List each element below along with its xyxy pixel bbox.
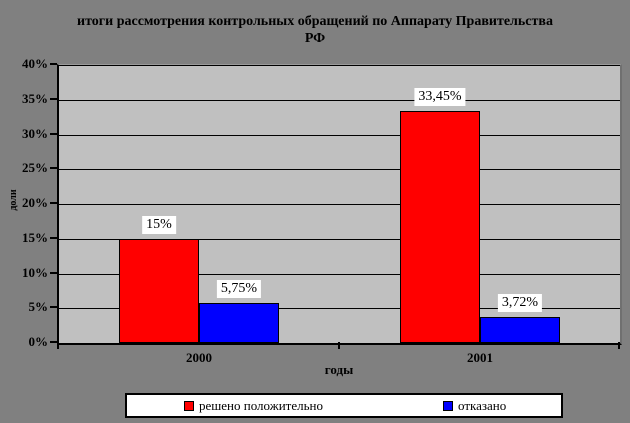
gridline	[59, 204, 620, 205]
y-axis-tick	[50, 202, 57, 204]
gridline	[59, 100, 620, 101]
y-axis-tick-label: 35%	[22, 91, 48, 106]
y-axis-tick	[50, 272, 57, 274]
gridline	[59, 308, 620, 309]
y-axis-tick	[50, 306, 57, 308]
y-axis-tick	[50, 167, 57, 169]
bar-2001-series1	[480, 317, 560, 343]
gridline	[59, 65, 620, 66]
y-axis-tick-label: 30%	[22, 126, 48, 141]
y-axis-tick-label: 0%	[28, 334, 49, 349]
x-axis-category-label: 2001	[467, 350, 493, 365]
y-axis-tick	[50, 237, 57, 239]
data-label: 15%	[142, 216, 176, 234]
chart-title-line2: РФ	[304, 31, 326, 46]
y-axis-tick	[50, 98, 57, 100]
plot-area: 15% 5,75% 33,45% 3,72%	[57, 64, 622, 345]
y-axis-tick-label: 25%	[22, 160, 48, 175]
x-axis-tick	[57, 342, 59, 349]
legend-label: решено положительно	[199, 397, 323, 413]
gridline	[59, 135, 620, 136]
bar-2001-series0	[400, 111, 480, 343]
legend-item: отказано	[443, 398, 506, 414]
x-axis-tick	[338, 342, 340, 349]
y-axis-tick	[50, 63, 57, 65]
y-axis-tick-label: 15%	[22, 230, 48, 245]
gridline	[59, 169, 620, 170]
x-axis-tick	[618, 342, 620, 349]
legend-label: отказано	[458, 397, 507, 413]
data-label: 3,72%	[497, 294, 543, 312]
chart-title: итоги рассмотрения контрольных обращений…	[65, 13, 565, 47]
chart-title-line1: итоги рассмотрения контрольных обращений…	[77, 14, 553, 29]
legend-item: решено положительно	[184, 398, 323, 414]
legend: решено положительно отказано	[125, 393, 563, 418]
gridline	[59, 274, 620, 275]
y-axis-tick-label: 5%	[28, 299, 49, 314]
legend-color-swatch	[184, 400, 194, 411]
data-label: 5,75%	[216, 280, 262, 298]
legend-color-swatch	[443, 400, 453, 411]
y-axis-tick-label: 40%	[22, 56, 48, 71]
x-axis-category-label: 2000	[186, 350, 212, 365]
y-axis-tick-label: 20%	[22, 195, 48, 210]
y-axis-tick	[50, 133, 57, 135]
bar-2000-series0	[119, 239, 199, 343]
gridline	[59, 239, 620, 240]
data-label: 33,45%	[414, 88, 466, 106]
x-axis-title: годы	[324, 362, 354, 377]
y-axis-tick	[50, 341, 57, 343]
y-axis-tick-label: 10%	[22, 265, 48, 280]
bar-2000-series1	[199, 303, 279, 343]
